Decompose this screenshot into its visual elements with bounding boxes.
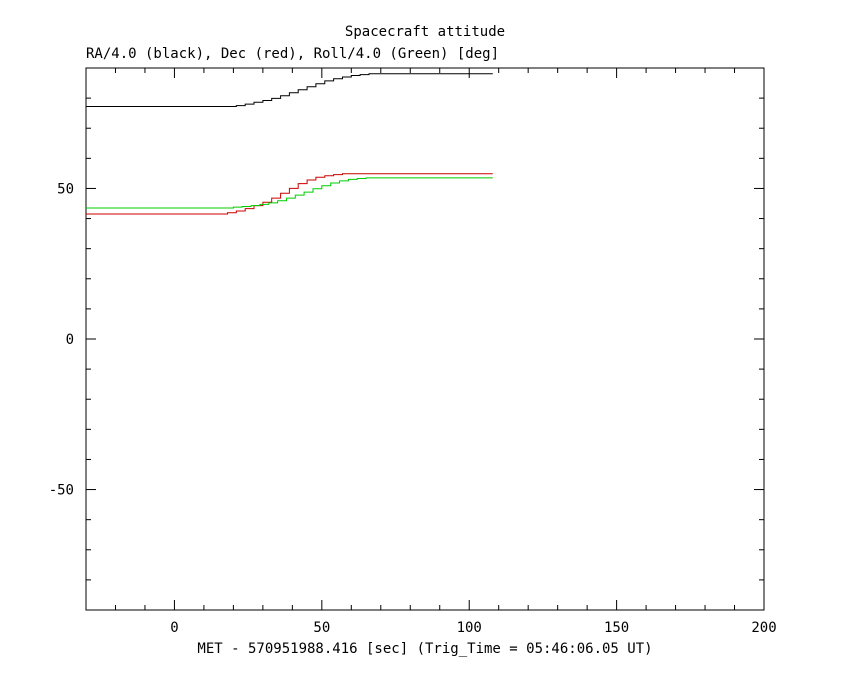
x-tick-label: 50: [313, 620, 330, 636]
y-tick-label: 50: [57, 181, 74, 197]
axis-tick-labels: 0 50 100 150 200 -50 0 50: [49, 181, 777, 636]
x-tick-label: 150: [604, 620, 629, 636]
plot-frame: [85, 67, 765, 611]
y-tick-label: -50: [49, 483, 74, 499]
series-line-0: [86, 73, 493, 107]
series-line-1: [86, 173, 493, 215]
x-tick-label: 100: [457, 620, 482, 636]
axis-ticks: [85, 67, 765, 611]
series-line-2: [86, 177, 493, 209]
x-tick-label: 200: [751, 620, 776, 636]
y-tick-label: 0: [66, 332, 74, 348]
chart-title: Spacecraft attitude: [344, 24, 506, 40]
x-axis-label: MET - 570951988.416 [sec] (Trig_Time = 0…: [197, 641, 653, 657]
x-tick-label: 0: [170, 620, 178, 636]
data-series: [86, 73, 493, 215]
chart-subtitle: RA/4.0 (black), Dec (red), Roll/4.0 (Gre…: [86, 46, 500, 62]
